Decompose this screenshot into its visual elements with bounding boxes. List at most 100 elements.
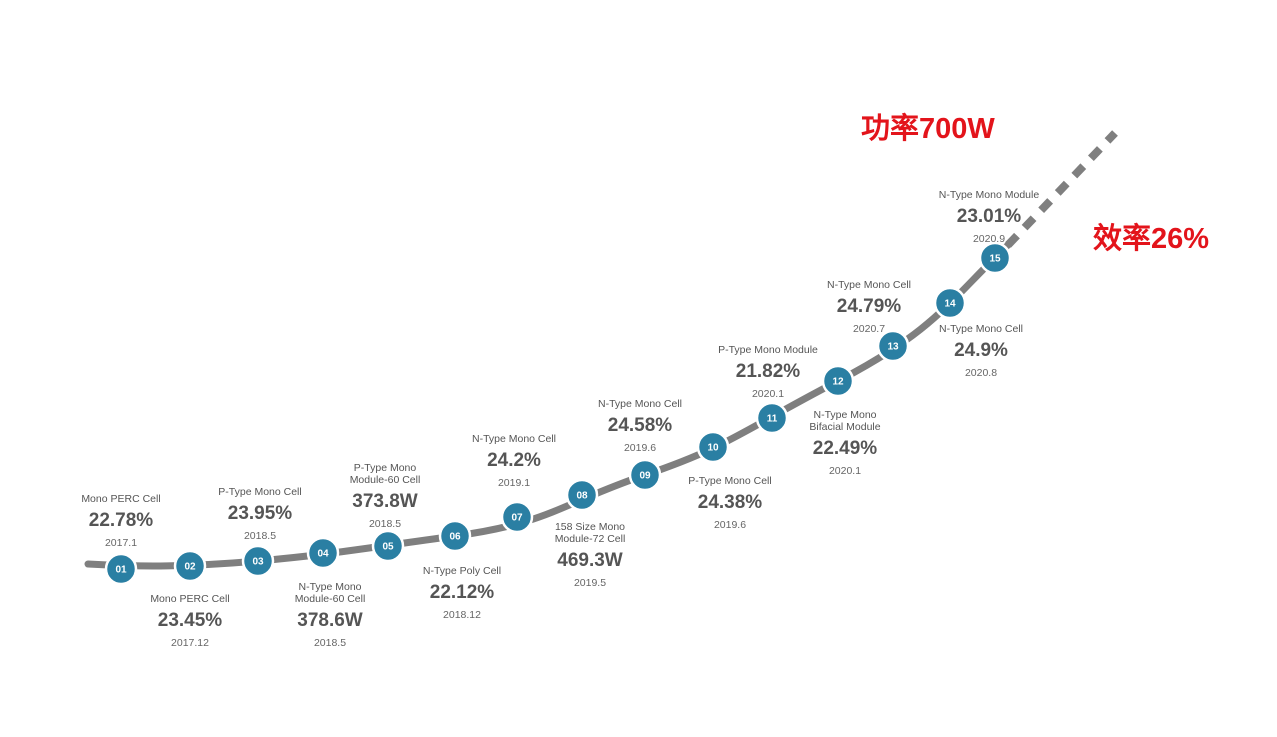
milestone-value: 22.78% xyxy=(89,510,154,531)
milestone-number: 15 xyxy=(989,254,1001,265)
milestone-type: N-Type Mono Cell xyxy=(939,323,1023,335)
milestone-value: 24.79% xyxy=(837,296,902,317)
milestone-date: 2018.5 xyxy=(314,637,346,649)
milestone-date: 2020.1 xyxy=(752,388,784,400)
efficiency-target-label: 效率26% xyxy=(1093,221,1209,255)
milestone-node-15: 15 xyxy=(978,241,1012,275)
milestone-label-09: N-Type Mono Cell 24.58% 2019.6 xyxy=(598,398,682,454)
milestone-number: 03 xyxy=(252,557,264,568)
milestone-value: 22.12% xyxy=(430,582,495,603)
milestone-label-10: P-Type Mono Cell 24.38% 2019.6 xyxy=(688,475,771,531)
milestone-node-14: 14 xyxy=(933,286,967,320)
milestone-type: N-Type Poly Cell xyxy=(423,565,501,577)
milestone-type: P-Type Mono Cell xyxy=(688,475,771,487)
milestone-value: 469.3W xyxy=(557,550,623,571)
milestone-type: N-Type Mono xyxy=(813,409,876,421)
milestone-type: N-Type Mono Cell xyxy=(598,398,682,410)
milestone-node-09: 09 xyxy=(628,458,662,492)
milestone-type: Module-72 Cell xyxy=(555,533,626,545)
milestone-marker xyxy=(371,529,405,563)
milestone-value: 373.8W xyxy=(352,491,418,512)
milestone-type: N-Type Mono Module xyxy=(939,189,1040,201)
milestone-date: 2019.5 xyxy=(574,577,606,589)
milestone-type: N-Type Mono Cell xyxy=(827,279,911,291)
milestone-marker xyxy=(628,458,662,492)
milestone-number: 14 xyxy=(944,299,956,310)
milestone-marker xyxy=(933,286,967,320)
milestone-type: Module-60 Cell xyxy=(295,593,366,605)
milestone-node-05: 05 xyxy=(371,529,405,563)
milestone-value: 24.2% xyxy=(487,450,541,471)
growth-curve xyxy=(84,241,1012,570)
milestone-type: Bifacial Module xyxy=(809,421,880,433)
milestone-node-11: 11 xyxy=(755,401,789,435)
milestone-marker xyxy=(978,241,1012,275)
milestone-label-12: P-Type Mono Module 21.82% 2020.1 xyxy=(718,344,818,400)
milestone-label-03: P-Type Mono Cell 23.95% 2018.5 xyxy=(218,486,301,542)
milestone-number: 10 xyxy=(707,443,719,454)
milestone-number: 08 xyxy=(576,491,588,502)
milestone-type: Mono PERC Cell xyxy=(150,593,229,605)
milestone-date: 2019.6 xyxy=(624,442,656,454)
milestone-value: 23.45% xyxy=(158,610,223,631)
milestone-node-12: 12 xyxy=(821,364,855,398)
milestone-marker xyxy=(696,430,730,464)
milestone-marker xyxy=(565,478,599,512)
milestone-type: Mono PERC Cell xyxy=(81,493,160,505)
milestone-node-07: 07 xyxy=(500,500,534,534)
milestone-node-06: 06 xyxy=(438,519,472,553)
milestone-type: N-Type Mono xyxy=(298,581,361,593)
milestone-node-02: 02 xyxy=(173,549,207,583)
milestone-date: 2018.5 xyxy=(244,530,276,542)
milestone-label-01: Mono PERC Cell 22.78% 2017.1 xyxy=(81,493,160,549)
milestone-label-13: N-Type Mono Cell 24.79% 2020.7 xyxy=(827,279,911,335)
projection-dashed-line xyxy=(1005,130,1118,248)
milestone-type: 158 Size Mono xyxy=(555,521,625,533)
milestone-node-10: 10 xyxy=(696,430,730,464)
milestone-value: 24.58% xyxy=(608,415,673,436)
milestone-value: 21.82% xyxy=(736,361,801,382)
milestone-node-08: 08 xyxy=(565,478,599,512)
milestone-number: 11 xyxy=(767,414,778,425)
milestone-value: 24.38% xyxy=(698,492,763,513)
milestone-date: 2017.12 xyxy=(171,637,209,649)
milestone-value: 24.9% xyxy=(954,340,1008,361)
milestone-date: 2019.1 xyxy=(498,477,530,489)
milestone-number: 07 xyxy=(511,513,523,524)
milestone-node-01: 01 xyxy=(104,552,138,586)
milestone-date: 2020.9 xyxy=(973,233,1005,245)
milestone-number: 02 xyxy=(184,562,196,573)
milestone-node-04: 04 xyxy=(306,536,340,570)
milestone-marker xyxy=(755,401,789,435)
milestone-type: P-Type Mono xyxy=(354,462,417,474)
milestone-marker xyxy=(104,552,138,586)
milestone-number: 09 xyxy=(639,471,651,482)
milestone-nodes: 01 02 03 04 05 06 07 08 09 10 11 12 13 14 15 xyxy=(104,241,1012,586)
milestone-marker xyxy=(876,329,910,363)
milestone-date: 2017.1 xyxy=(105,537,137,549)
milestone-type: N-Type Mono Cell xyxy=(472,433,556,445)
milestone-value: 23.01% xyxy=(957,206,1022,227)
milestone-marker xyxy=(173,549,207,583)
milestone-marker xyxy=(500,500,534,534)
milestone-date: 2018.12 xyxy=(443,609,481,621)
milestone-label-06: N-Type Poly Cell 22.12% 2018.12 xyxy=(423,565,501,621)
milestone-type: Module-60 Cell xyxy=(350,474,421,486)
milestone-number: 13 xyxy=(887,342,899,353)
milestone-marker xyxy=(306,536,340,570)
milestone-node-13: 13 xyxy=(876,329,910,363)
power-target-label: 功率700W xyxy=(861,111,995,145)
milestone-date: 2018.5 xyxy=(369,518,401,530)
milestone-marker xyxy=(821,364,855,398)
milestone-number: 01 xyxy=(115,565,127,576)
milestone-date: 2020.7 xyxy=(853,323,885,335)
milestone-date: 2020.1 xyxy=(829,465,861,477)
milestone-value: 378.6W xyxy=(297,610,363,631)
milestone-number: 04 xyxy=(317,549,329,560)
milestone-label-15: N-Type Mono Module 23.01% 2020.9 xyxy=(939,189,1040,245)
